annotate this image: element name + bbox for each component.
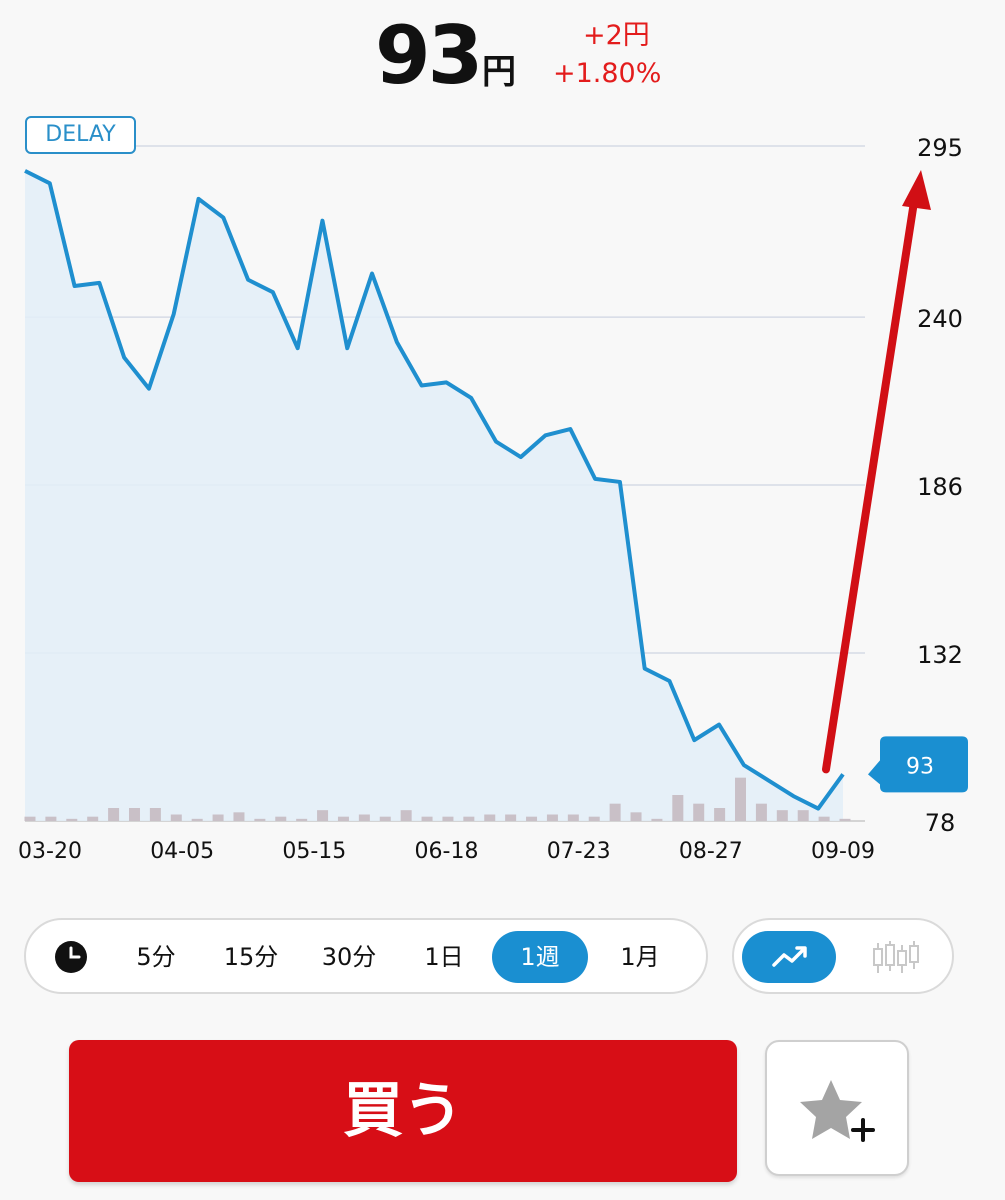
volume-bar bbox=[254, 818, 266, 821]
x-tick-label: 04-05 bbox=[150, 839, 214, 864]
volume-bar bbox=[526, 816, 538, 821]
candlestick-icon bbox=[873, 941, 919, 973]
volume-bar bbox=[275, 816, 287, 821]
interval-5min-button[interactable]: 5分 bbox=[136, 943, 176, 971]
chart-svg[interactable]: 295 240 186 132 78 93 03-20 04-05 05-15 06-18 07-2… bbox=[0, 110, 1005, 900]
candlestick-chart-button[interactable] bbox=[846, 931, 940, 983]
volume-bar bbox=[24, 816, 36, 821]
volume-bar bbox=[714, 808, 726, 821]
volume-bar bbox=[588, 816, 600, 821]
interval-15min-button[interactable]: 15分 bbox=[223, 943, 279, 971]
volume-bar bbox=[505, 814, 517, 821]
volume-bar bbox=[421, 816, 433, 821]
interval-1day-button[interactable]: 1日 bbox=[424, 943, 464, 971]
volume-bar bbox=[546, 814, 558, 821]
interval-1month-button[interactable]: 1月 bbox=[620, 943, 660, 971]
volume-bar bbox=[233, 812, 245, 821]
volume-bar bbox=[317, 810, 329, 821]
line-chart-icon bbox=[772, 946, 807, 967]
x-tick-label: 09-09 bbox=[811, 839, 875, 864]
volume-bar bbox=[87, 816, 99, 821]
volume-bar bbox=[484, 814, 496, 821]
volume-bar bbox=[128, 808, 140, 821]
price-chart[interactable]: 295 240 186 132 78 93 03-20 04-05 05-15 06-18 07-2… bbox=[0, 110, 1005, 900]
buy-button[interactable]: 買う bbox=[69, 1040, 737, 1182]
volume-bar bbox=[567, 814, 579, 821]
volume-bar bbox=[818, 816, 830, 821]
price-change-percent: +1.80% bbox=[553, 58, 662, 89]
volume-bar bbox=[693, 803, 705, 821]
volume-bar bbox=[149, 808, 161, 821]
price-header: 93 円 +2円 +1.80% bbox=[0, 0, 1005, 110]
volume-bar bbox=[66, 818, 78, 821]
volume-bar bbox=[735, 777, 747, 821]
delay-badge: DELAY bbox=[25, 116, 136, 154]
price-unit: 円 bbox=[482, 52, 516, 92]
volume-bar bbox=[797, 810, 809, 821]
volume-bar bbox=[672, 795, 684, 821]
volume-bar bbox=[108, 808, 120, 821]
clock-icon bbox=[55, 941, 87, 973]
volume-bar bbox=[296, 818, 308, 821]
volume-bar bbox=[191, 818, 203, 821]
volume-bar bbox=[442, 816, 454, 821]
chart-type-selector bbox=[732, 918, 954, 994]
volume-bar bbox=[358, 814, 370, 821]
interval-30min-button[interactable]: 30分 bbox=[321, 943, 377, 971]
volume-bar bbox=[400, 810, 412, 821]
trend-arrow-head bbox=[902, 170, 931, 210]
volume-bar bbox=[337, 816, 349, 821]
current-price-tag-label: 93 bbox=[906, 754, 934, 779]
x-tick-label: 06-18 bbox=[415, 839, 479, 864]
volume-bar bbox=[379, 816, 391, 821]
add-favorite-button[interactable] bbox=[765, 1040, 909, 1176]
y-tick-label: 132 bbox=[917, 641, 963, 669]
volume-bar bbox=[839, 818, 851, 821]
x-tick-label: 05-15 bbox=[282, 839, 346, 864]
x-tick-label: 03-20 bbox=[18, 839, 82, 864]
y-tick-label: 295 bbox=[917, 134, 963, 162]
y-tick-label: 186 bbox=[917, 473, 963, 501]
y-tick-label: 240 bbox=[917, 305, 963, 333]
volume-bar bbox=[609, 803, 621, 821]
volume-bar bbox=[45, 816, 57, 821]
price-area bbox=[25, 170, 843, 822]
volume-bar bbox=[212, 814, 224, 821]
interval-selector: 5分 15分 30分 1日 1週 1月 bbox=[24, 918, 708, 994]
volume-bar bbox=[630, 812, 642, 821]
volume-bar bbox=[776, 810, 788, 821]
current-price: 93 bbox=[375, 9, 483, 102]
trend-arrow-shaft bbox=[822, 198, 918, 774]
price-line bbox=[24, 169, 845, 811]
volume-bar bbox=[755, 803, 767, 821]
interval-1week-button[interactable]: 1週 bbox=[492, 931, 588, 983]
x-tick-label: 08-27 bbox=[679, 839, 743, 864]
current-price-tag bbox=[868, 736, 968, 793]
volume-bar bbox=[651, 818, 663, 821]
line-chart-button[interactable] bbox=[742, 931, 836, 983]
star-plus-icon bbox=[800, 1080, 875, 1142]
price-change-amount: +2円 bbox=[583, 20, 650, 51]
y-tick-label: 78 bbox=[925, 809, 956, 837]
volume-bar bbox=[170, 814, 182, 821]
x-tick-label: 07-23 bbox=[547, 839, 611, 864]
volume-bar bbox=[463, 816, 475, 821]
